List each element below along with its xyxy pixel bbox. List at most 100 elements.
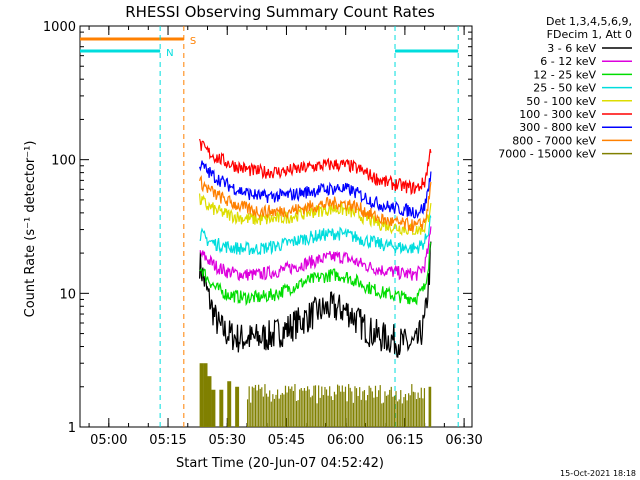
block-bar — [278, 398, 280, 427]
block-bar — [199, 363, 204, 427]
block-bar — [330, 396, 332, 427]
legend-label: 100 - 300 keV — [519, 108, 596, 121]
block-bar — [332, 400, 334, 427]
block-bar — [250, 402, 252, 427]
block-bar — [267, 396, 269, 427]
block-bar — [324, 386, 326, 427]
block-bar — [359, 387, 361, 427]
block-bar — [408, 393, 410, 427]
block-bar — [297, 400, 299, 427]
x-tick-label: 05:00 — [90, 433, 127, 448]
legend-label: 50 - 100 keV — [526, 95, 596, 108]
block-bar — [270, 401, 272, 427]
block-bar — [325, 389, 328, 427]
block-bar — [368, 385, 370, 427]
x-tick-label: 05:15 — [149, 433, 186, 448]
block-bar — [265, 393, 268, 427]
series-line — [199, 138, 432, 196]
block-bar — [207, 376, 212, 427]
block-bar — [381, 403, 383, 427]
block-bar — [258, 384, 260, 427]
block-bar — [401, 403, 403, 427]
legend-label: 300 - 800 keV — [519, 121, 596, 134]
block-bar — [314, 385, 317, 427]
block-bar — [420, 387, 422, 427]
block-bar — [423, 388, 426, 427]
block-bar — [327, 395, 329, 427]
block-bar — [406, 400, 408, 427]
series-line — [199, 226, 432, 282]
block-bar — [357, 395, 359, 427]
block-bar — [308, 389, 310, 427]
block-bar — [373, 397, 375, 427]
info-line-2: FDecim 1, Att 0 — [547, 28, 632, 41]
block-bar — [354, 386, 356, 427]
plot-area: 1 10 100 1000 05:00 05:15 05:30 05:45 06:00 06:15… — [43, 20, 483, 448]
block-bar — [338, 385, 340, 427]
block-bar — [415, 399, 418, 427]
block-bar — [344, 386, 347, 427]
series-line — [199, 242, 432, 307]
legend-label: 7000 - 15000 keV — [498, 148, 596, 161]
block-bar — [340, 391, 342, 427]
block-bar — [403, 397, 405, 427]
block-bar — [262, 396, 264, 427]
block-bar — [422, 398, 424, 427]
legend-label: 6 - 12 keV — [540, 55, 596, 68]
block-bar — [349, 387, 351, 427]
block-bar — [336, 384, 339, 427]
block-bar — [355, 388, 358, 427]
block-bar — [393, 395, 396, 427]
block-bar — [370, 387, 372, 427]
block-bar — [211, 389, 216, 427]
flag-label: S — [190, 36, 196, 47]
series-line — [199, 193, 432, 236]
block-bar — [246, 399, 249, 427]
series-line — [199, 241, 432, 358]
block-bar — [352, 402, 354, 427]
block-bar — [335, 394, 337, 427]
block-bar — [295, 401, 298, 427]
block-bar — [256, 390, 258, 427]
block-bar — [302, 390, 304, 427]
block-bar — [400, 390, 402, 427]
block-bar — [275, 394, 277, 427]
block-bar — [319, 397, 321, 427]
block-bar — [311, 395, 313, 427]
block-bar — [254, 384, 257, 427]
y-tick-label: 1 — [68, 421, 76, 436]
block-bar — [385, 395, 388, 427]
block-bar — [371, 391, 373, 427]
block-bar — [235, 386, 240, 427]
block-bar — [280, 394, 282, 427]
block-bar — [305, 390, 307, 427]
block-bar — [389, 389, 391, 427]
block-bar — [362, 391, 364, 427]
block-bar — [378, 390, 380, 427]
block-bar — [294, 384, 296, 427]
block-bar — [419, 397, 421, 427]
chart-title: RHESSI Observing Summary Count Rates — [125, 3, 435, 21]
block-bar — [398, 399, 400, 427]
block-bar — [414, 392, 416, 427]
series-line — [199, 174, 432, 233]
block-bar — [341, 385, 343, 427]
block-bar — [281, 392, 283, 427]
block-bar — [395, 391, 397, 427]
block-bar — [303, 388, 306, 427]
legend-label: 800 - 7000 keV — [512, 134, 596, 147]
block-bar — [348, 384, 350, 427]
block-bar — [276, 389, 279, 427]
block-bar — [286, 392, 288, 427]
block-bar — [360, 399, 362, 427]
block-bar — [289, 388, 291, 427]
block-bar — [387, 394, 389, 427]
legend-label: 25 - 50 keV — [533, 82, 596, 95]
block-bar — [376, 396, 378, 427]
block-bar — [264, 384, 266, 427]
block-bar — [306, 386, 309, 427]
block-bar — [343, 391, 345, 427]
series-line — [199, 160, 432, 219]
